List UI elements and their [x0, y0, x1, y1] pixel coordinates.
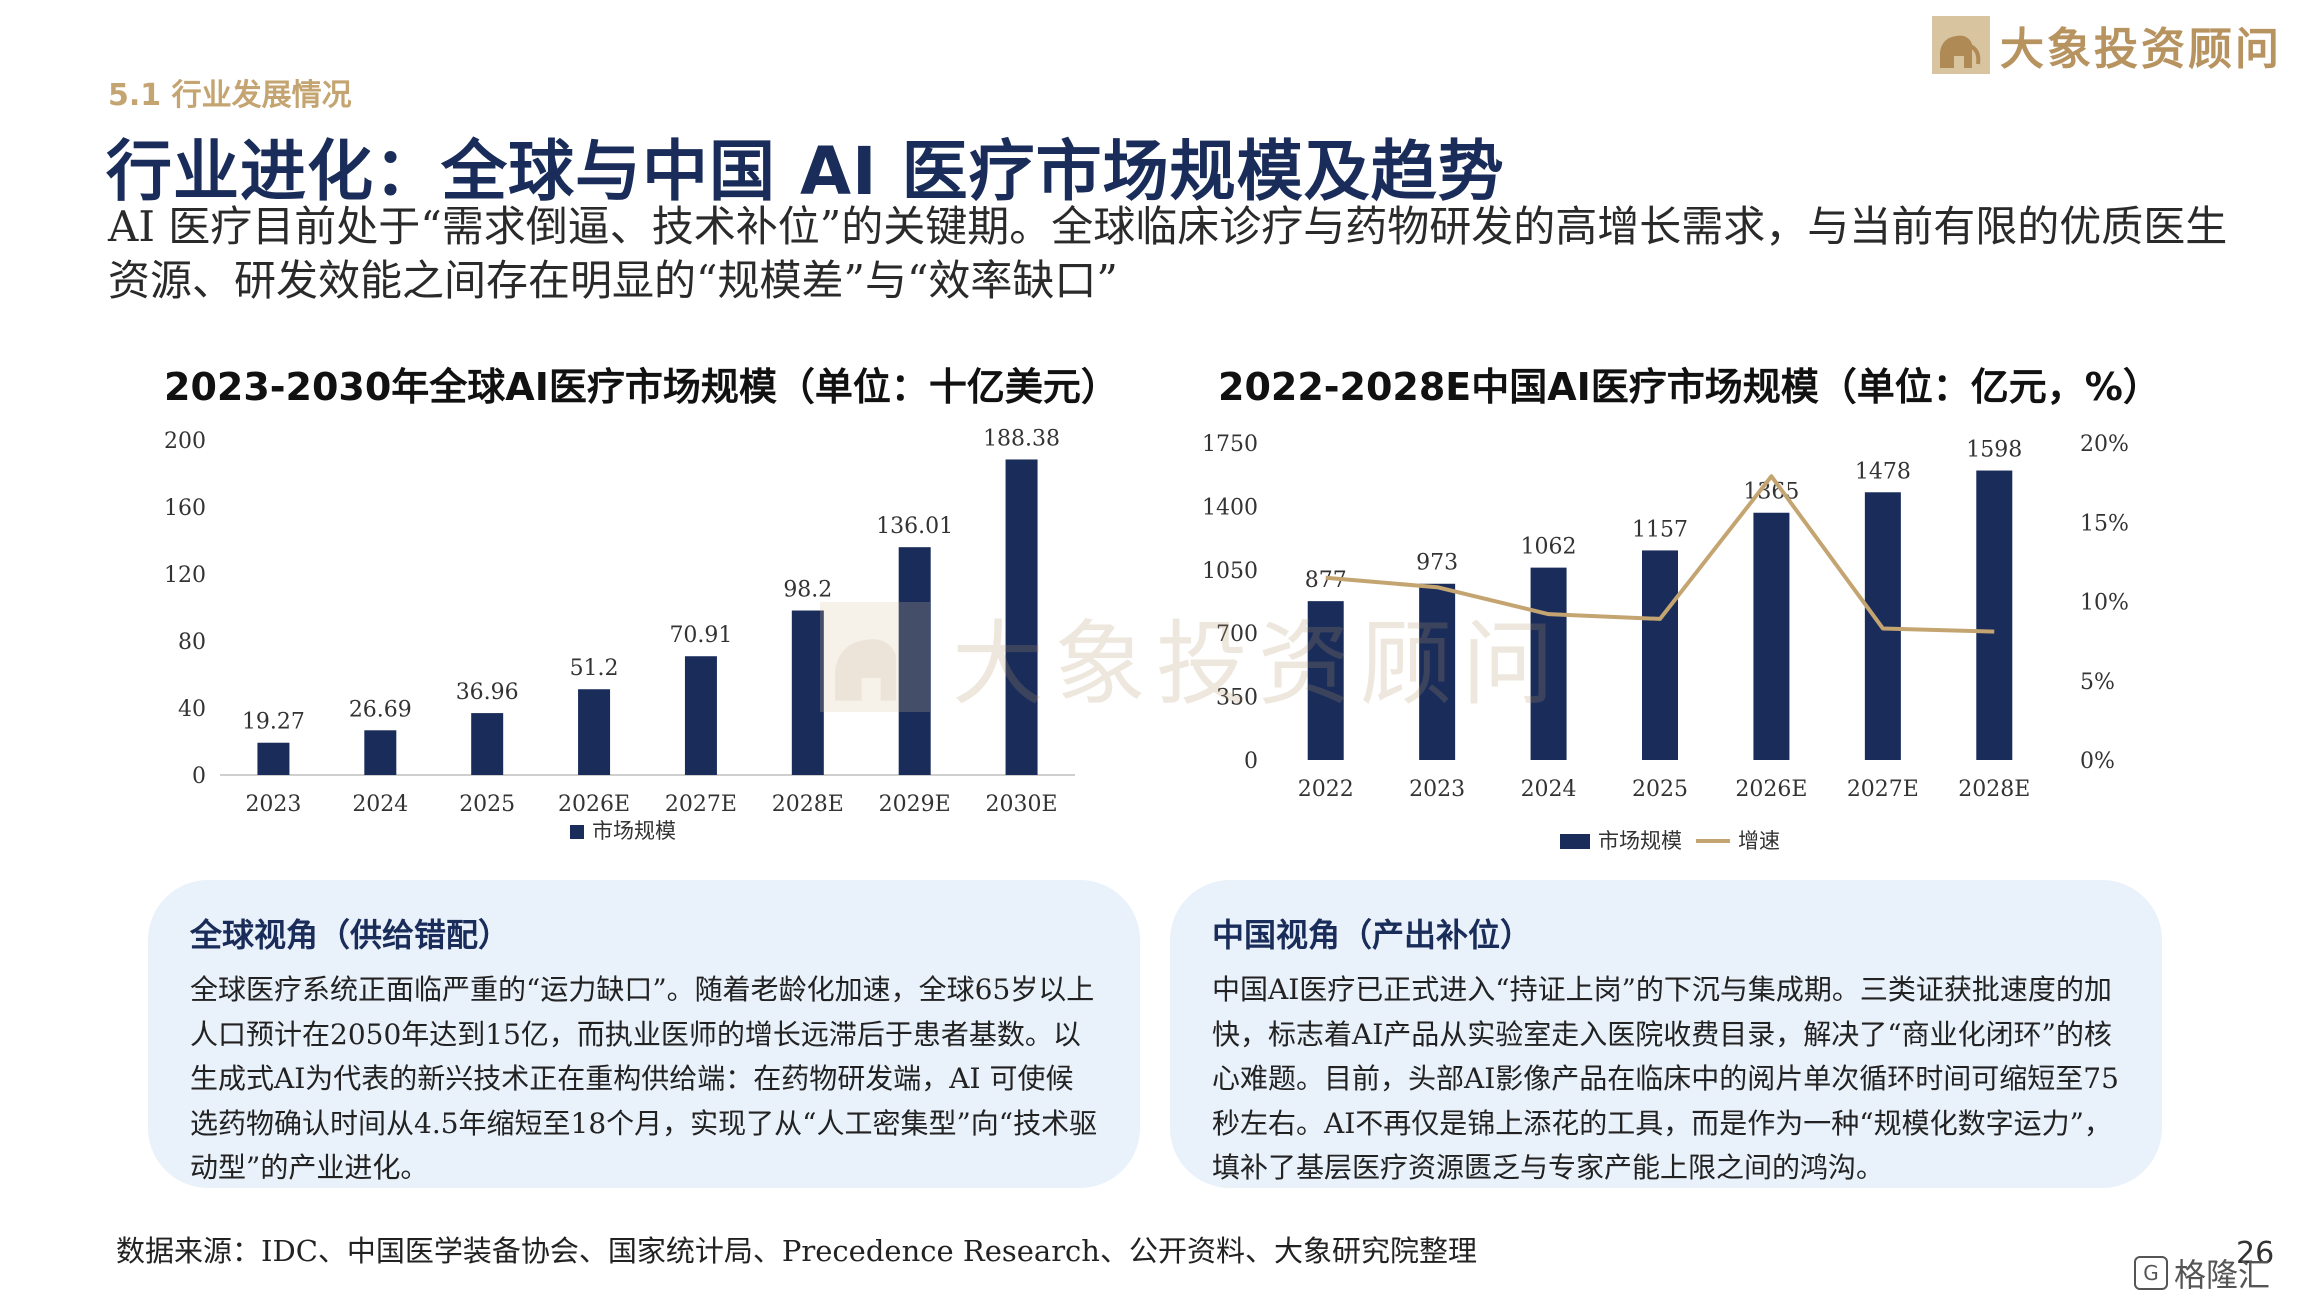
corner-watermark: G 格隆汇 — [2134, 1250, 2270, 1296]
legend-swatch-bar — [1560, 834, 1590, 849]
brand-logo: 大象投资顾问 — [1932, 14, 2282, 76]
growth-rate-line — [1325, 474, 1995, 634]
global-chart-title: 2023-2030年全球AI医疗市场规模（单位：十亿美元） — [164, 365, 1119, 409]
y2-tick-label: 0% — [2080, 749, 2115, 774]
y-tick-label: 700 — [1216, 622, 1258, 647]
bar — [578, 689, 611, 775]
global-perspective-box: 全球视角（供给错配） 全球医疗系统正面临严重的“运力缺口”。随着老龄化加速，全球… — [148, 880, 1140, 1188]
y-tick-label: 350 — [1216, 686, 1258, 711]
data-label: 26.69 — [349, 697, 412, 722]
page-subtitle: AI 医疗目前处于“需求倒逼、技术补位”的关键期。全球临床诊疗与药物研发的高增长… — [108, 202, 2228, 305]
bar — [1642, 550, 1678, 760]
corner-watermark-text: 格隆汇 — [2174, 1256, 2271, 1294]
bar — [257, 742, 290, 775]
y-tick-label: 1050 — [1202, 559, 1258, 584]
data-label: 188.38 — [983, 426, 1060, 451]
x-tick-label: 2030E — [986, 792, 1058, 817]
data-label: 98.2 — [783, 578, 832, 603]
y-tick-label: 0 — [192, 764, 206, 789]
y2-tick-label: 15% — [2080, 511, 2129, 536]
elephant-logo-icon — [1932, 16, 1990, 74]
data-source: 数据来源：IDC、中国医学装备协会、国家统计局、Precedence Resea… — [116, 1234, 1477, 1268]
data-label: 19.27 — [242, 710, 305, 735]
china-box-body: 中国AI医疗已正式进入“持证上岗”的下沉与集成期。三类证获批速度的加快，标志着A… — [1212, 973, 2119, 1184]
watermark: 大象投资顾问 — [820, 590, 1564, 723]
china-box-title: 中国视角（产出补位） — [1212, 916, 1533, 954]
x-tick-label: 2026E — [1735, 777, 1807, 802]
y-tick-label: 120 — [164, 563, 206, 588]
china-perspective-box: 中国视角（产出补位） 中国AI医疗已正式进入“持证上岗”的下沉与集成期。三类证获… — [1170, 880, 2162, 1188]
watermark-text: 大象投资顾问 — [952, 611, 1565, 718]
y-tick-label: 1400 — [1202, 495, 1258, 520]
data-label: 1157 — [1632, 517, 1688, 542]
page-title: 行业进化：全球与中国 AI 医疗市场规模及趋势 — [106, 133, 1505, 210]
section-label: 5.1 行业发展情况 — [108, 78, 352, 113]
g-logo-icon: G — [2134, 1256, 2168, 1290]
bar — [684, 656, 717, 775]
bar — [1753, 512, 1790, 760]
data-label: 70.91 — [669, 623, 732, 648]
x-tick-label: 2027E — [665, 792, 737, 817]
data-label: 1062 — [1521, 535, 1577, 560]
legend-swatch — [570, 825, 584, 839]
data-label: 973 — [1416, 551, 1458, 576]
page-number: 26 — [2236, 1236, 2275, 1271]
bar — [1419, 583, 1456, 760]
x-tick-label: 2023 — [245, 792, 301, 817]
x-tick-label: 2023 — [1409, 777, 1465, 802]
y-tick-label: 200 — [164, 429, 206, 454]
legend-label: 市场规模 — [1598, 829, 1682, 853]
y2-tick-label: 20% — [2080, 432, 2129, 457]
x-tick-label: 2026E — [558, 792, 630, 817]
bar — [1005, 459, 1038, 775]
watermark-logo-icon — [820, 601, 930, 712]
bar — [1307, 601, 1344, 760]
x-tick-label: 2022 — [1298, 777, 1354, 802]
global-market-chart: 0 40 80 120 160 200 19.27 2023 26.69 2024 36.96 202… — [164, 426, 1075, 843]
x-tick-label: 2024 — [1521, 777, 1577, 802]
brand-name: 大象投资顾问 — [2000, 24, 2282, 75]
data-label: 1598 — [1966, 438, 2022, 463]
data-label: 136.01 — [876, 514, 953, 539]
bar — [1530, 567, 1567, 760]
legend-label: 市场规模 — [592, 819, 676, 843]
global-box-title: 全球视角（供给错配） — [190, 916, 511, 954]
legend-label: 增速 — [1738, 829, 1780, 853]
y-tick-label: 80 — [178, 630, 206, 655]
global-box-body: 全球医疗系统正面临严重的“运力缺口”。随着老龄化加速，全球65岁以上人口预计在2… — [190, 973, 1098, 1184]
y2-tick-label: 10% — [2080, 591, 2129, 616]
bar — [471, 713, 504, 775]
x-tick-label: 2024 — [352, 792, 408, 817]
data-label: 1478 — [1855, 459, 1911, 484]
china-market-chart: 03507001050140017500%5%10%15%20%87720229… — [1202, 432, 2129, 853]
y-tick-label: 160 — [164, 496, 206, 521]
y-tick-label: 0 — [1244, 749, 1258, 774]
y-tick-label: 40 — [178, 697, 206, 722]
x-tick-label: 2028E — [772, 792, 844, 817]
y2-tick-label: 5% — [2080, 670, 2115, 695]
x-tick-label: 2028E — [1958, 777, 2030, 802]
y-tick-label: 1750 — [1202, 432, 1258, 457]
bar — [1976, 470, 2013, 760]
bar — [791, 610, 824, 775]
data-label: 51.2 — [570, 656, 619, 681]
x-tick-label: 2025 — [459, 792, 515, 817]
x-tick-label: 2025 — [1632, 777, 1688, 802]
bar — [898, 547, 931, 775]
x-tick-label: 2027E — [1847, 777, 1919, 802]
x-tick-label: 2029E — [879, 792, 951, 817]
china-chart-title: 2022-2028E中国AI医疗市场规模（单位：亿元，%） — [1218, 365, 2161, 409]
data-label: 36.96 — [456, 680, 519, 705]
bar — [364, 730, 397, 775]
